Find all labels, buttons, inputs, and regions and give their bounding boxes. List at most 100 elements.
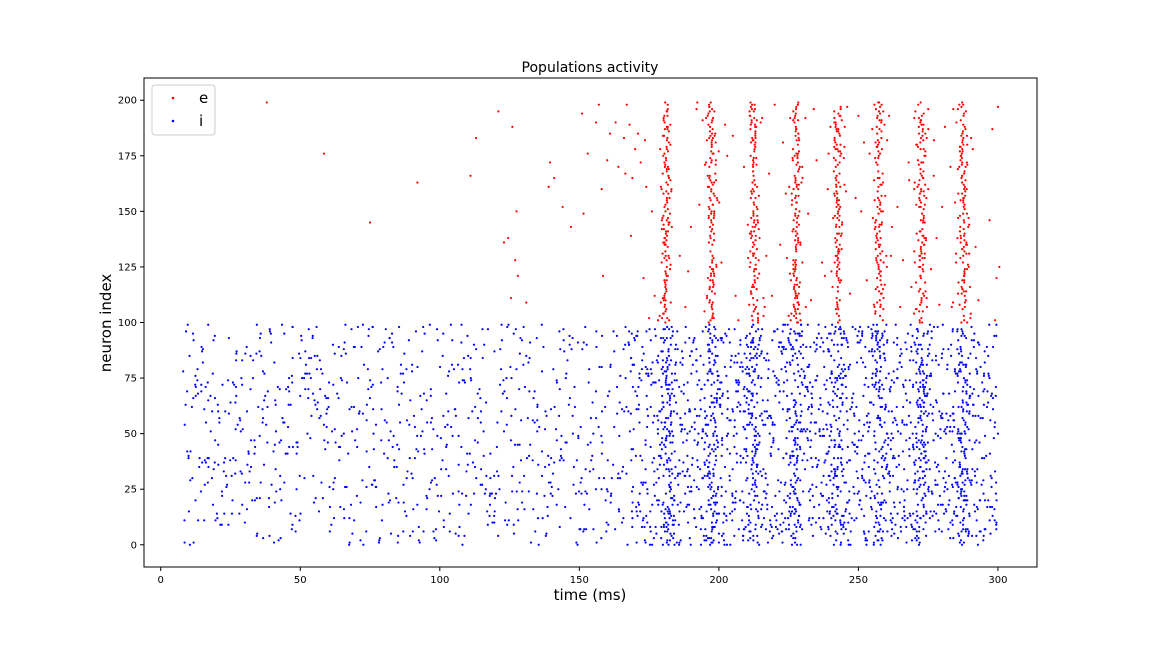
i-spike (750, 381, 753, 384)
e-spike (708, 299, 711, 302)
i-spike (836, 388, 839, 391)
i-spike (806, 388, 809, 391)
e-spike (834, 254, 837, 257)
i-spike (393, 459, 396, 462)
i-spike (922, 385, 925, 389)
i-spike (430, 479, 434, 482)
i-spike (902, 505, 906, 509)
e-spike (712, 268, 715, 271)
i-spike (747, 372, 750, 375)
e-spike (664, 254, 667, 257)
i-spike (568, 396, 571, 400)
e-spike (631, 176, 634, 180)
i-spike (888, 388, 891, 391)
i-spike (397, 325, 401, 329)
i-spike (661, 359, 665, 362)
i-spike (754, 450, 757, 453)
i-spike (833, 472, 836, 475)
i-spike (214, 519, 217, 522)
i-spike (815, 348, 818, 351)
e-spike (322, 152, 326, 155)
i-spike (989, 474, 992, 477)
i-spike (725, 543, 729, 546)
e-spike (645, 185, 648, 189)
i-spike (773, 514, 776, 517)
e-spike (708, 176, 711, 180)
i-spike (855, 445, 859, 449)
i-spike (754, 425, 757, 429)
i-spike (757, 443, 760, 446)
i-spike (747, 523, 750, 526)
i-spike (874, 359, 877, 362)
i-spike (345, 381, 349, 384)
e-spike (753, 274, 756, 277)
i-spike (198, 465, 201, 469)
i-spike (903, 514, 906, 517)
i-spike (666, 359, 669, 362)
e-spike (797, 168, 801, 171)
i-spike (662, 463, 666, 466)
e-spike (793, 285, 796, 289)
i-spike (667, 348, 670, 351)
i-spike (748, 421, 752, 424)
i-spike (719, 476, 722, 480)
i-spike (206, 381, 209, 384)
i-spike (656, 468, 659, 471)
e-spike (965, 161, 968, 164)
i-spike (631, 448, 635, 451)
y-tick-label: 125 (118, 262, 137, 273)
i-spike (660, 537, 663, 540)
i-spike (622, 517, 625, 520)
i-spike (798, 350, 801, 353)
i-spike (987, 374, 990, 377)
e-spike (711, 279, 714, 282)
i-spike (899, 432, 902, 435)
i-spike (651, 503, 654, 506)
i-spike (906, 332, 910, 335)
e-spike (877, 265, 880, 269)
i-spike (760, 508, 763, 511)
i-spike (203, 519, 206, 522)
i-spike (602, 476, 606, 480)
i-spike (961, 390, 964, 393)
i-spike (513, 443, 517, 446)
i-spike (919, 414, 922, 417)
i-spike (959, 539, 963, 542)
i-spike (314, 497, 317, 500)
e-spike (712, 270, 715, 273)
i-spike (315, 325, 318, 329)
i-spike (679, 361, 682, 364)
i-spike (990, 392, 994, 395)
i-spike (779, 481, 783, 484)
e-spike (963, 270, 966, 273)
e-spike (710, 121, 713, 124)
i-spike (892, 501, 896, 504)
i-spike (429, 394, 432, 397)
i-spike (531, 459, 534, 462)
i-spike (547, 454, 550, 457)
i-spike (943, 470, 946, 473)
e-spike (770, 294, 773, 297)
i-spike (917, 405, 920, 409)
e-spike (919, 245, 923, 249)
i-spike (613, 350, 616, 353)
i-spike (296, 445, 299, 449)
i-spike (754, 479, 757, 482)
e-spike (706, 185, 710, 189)
e-spike (664, 270, 667, 273)
i-spike (639, 454, 642, 457)
i-spike (238, 512, 241, 515)
e-spike (662, 312, 665, 315)
e-spike (877, 156, 880, 160)
i-spike (283, 481, 286, 484)
i-spike (959, 361, 962, 364)
i-spike (975, 534, 978, 537)
e-spike (968, 252, 971, 255)
i-spike (194, 499, 197, 502)
e-spike (658, 314, 661, 317)
e-spike (750, 192, 754, 195)
i-spike (635, 394, 639, 397)
e-spike (875, 256, 878, 260)
i-spike (926, 414, 929, 417)
i-spike (582, 341, 585, 344)
